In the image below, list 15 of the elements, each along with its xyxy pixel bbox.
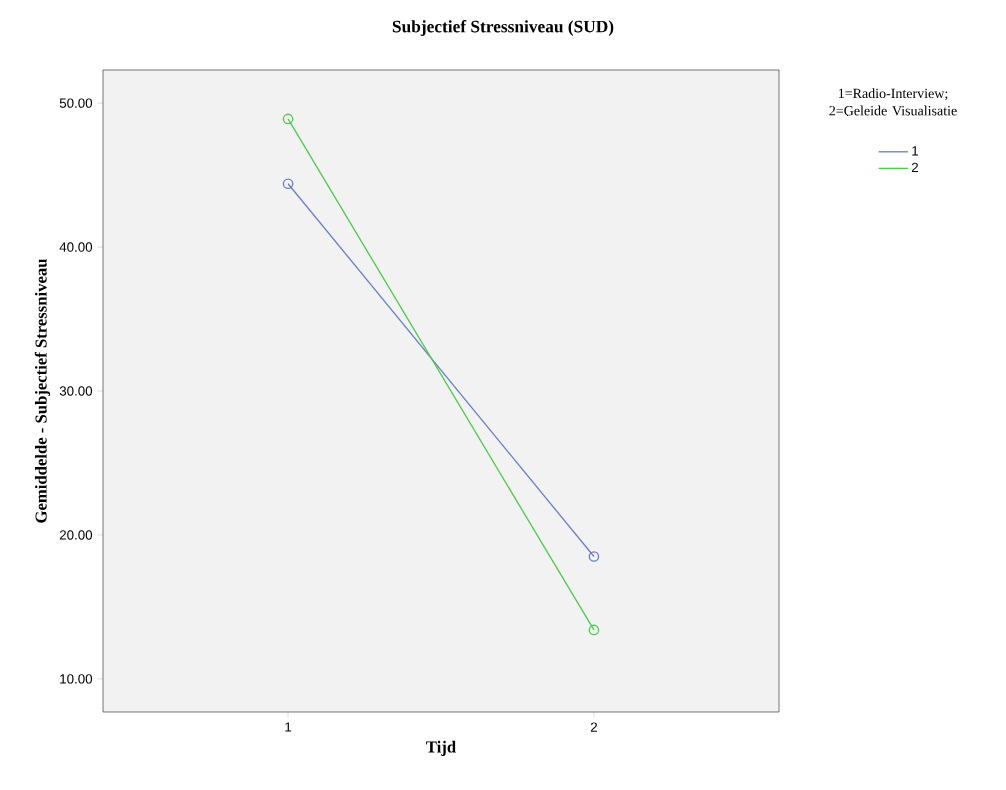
y-tick-label: 10.00 (60, 674, 93, 684)
legend-label: 1 (912, 146, 919, 156)
x-axis-title: Tijd (426, 740, 456, 756)
y-tick-label: 50.00 (59, 98, 93, 108)
legend-label: 2 (911, 162, 918, 173)
point (588, 551, 600, 562)
point (588, 624, 600, 636)
y-axis-title: Gemiddelde - Subjectief Stressniveau (34, 258, 51, 523)
y-tick-label: 30.00 (59, 386, 93, 396)
chart-title: Subjectief Stressniveau (SUD) (392, 20, 614, 36)
y-tick-label: 20.00 (59, 530, 93, 540)
point (282, 178, 294, 190)
y-tick-label: 40.00 (59, 242, 93, 252)
point (282, 113, 294, 125)
legend-title: 1=Radio-Interview; 2=Geleide Visualisatie (829, 88, 957, 116)
